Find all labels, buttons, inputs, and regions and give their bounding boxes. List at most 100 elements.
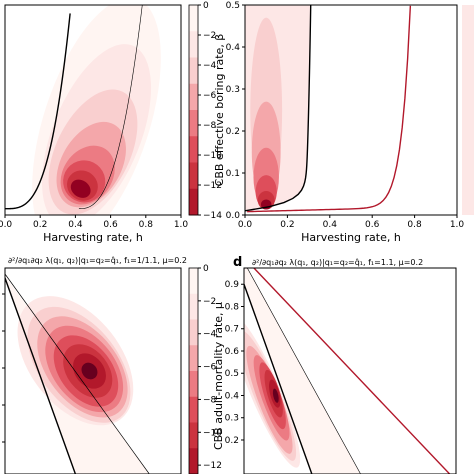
panel-c-colorbar-band xyxy=(189,345,198,372)
panel-d-y-tick-label: 0.3 xyxy=(225,414,239,424)
panel-a-colorbar: 0 −2 −4 −6 −8 −10 −12 −14 xyxy=(188,1,222,221)
panel-a-x-tick-label: 0.6 xyxy=(103,220,118,230)
panel-b-y-tick-label: 0.4 xyxy=(226,43,241,53)
panel-c: ∂²/∂q₁∂q₂ λ(q₁, q₂)|q₁=q₂=q̂₁, f₁=1/1.1,… xyxy=(2,255,222,474)
panel-d-letter: d xyxy=(233,255,242,270)
panel-a-frame xyxy=(4,4,182,216)
panel-b-boundary-black xyxy=(245,5,312,212)
panel-a-contours xyxy=(32,5,161,215)
panel-c-y-ticks xyxy=(2,293,5,443)
panel-c-contour-level-7 xyxy=(81,362,98,380)
panel-c-frame xyxy=(4,267,182,474)
panel-c-contours xyxy=(5,273,150,474)
panel-a-x-tick-label: 0.4 xyxy=(68,220,83,230)
panel-b-plot xyxy=(245,5,457,215)
panel-a-x-tick-label: 1.0 xyxy=(174,220,189,230)
panel-a-outer-edge xyxy=(78,5,143,209)
panel-a-contour-level-7 xyxy=(70,179,91,198)
panel-d-y-tick-label: 0.6 xyxy=(225,347,240,357)
panel-d-y-tick-label: 0.4 xyxy=(225,391,240,401)
panel-d-y-ticks: 0.9 0.8 0.7 0.6 0.5 0.4 0.3 0.2 xyxy=(225,280,244,446)
panel-c-colorbar-band xyxy=(189,396,198,423)
panel-b-x-tick-label: 0.0 xyxy=(238,220,253,230)
panel-b-y-tick-label: 0.5 xyxy=(226,1,240,11)
panel-a-colorbar-tick-label: −10 xyxy=(203,151,222,161)
panel-a-colorbar-band xyxy=(189,136,198,163)
panel-d-boundary-red xyxy=(252,268,451,474)
panel-d-y-tick-label: 0.8 xyxy=(225,302,240,312)
panel-a-colorbar-band xyxy=(189,188,198,216)
panel-a-colorbar-tick-label: −6 xyxy=(203,91,217,101)
panel-b-y-tick-label: 0.0 xyxy=(226,211,241,221)
panel-c-colorbar-band xyxy=(189,293,198,320)
panel-c-colorbar-band xyxy=(189,448,198,474)
panel-d-y-tick-label: 0.5 xyxy=(225,369,239,379)
panel-a-colorbar-band xyxy=(189,110,198,137)
panel-c-colorbar-tick-label: −4 xyxy=(203,330,217,340)
panel-a-colorbar-tick-label: −8 xyxy=(203,121,217,131)
panel-a-boundary-curve xyxy=(5,13,71,210)
panel-d-wedge xyxy=(244,268,361,474)
panel-d-y-tick-label: 0.9 xyxy=(225,280,240,290)
panel-d-contour-level-7 xyxy=(272,388,279,403)
panel-a-colorbar-band xyxy=(189,162,198,190)
panel-b-x-tick-label: 0.4 xyxy=(323,220,338,230)
panel-b-boundary-red xyxy=(247,5,412,213)
panel-b-x-tick-label: 0.2 xyxy=(280,220,294,230)
panel-b-y-ticks: 0.0 0.1 0.2 0.3 0.4 0.5 xyxy=(226,1,245,221)
panel-b-frame xyxy=(244,4,458,216)
panel-c-colorbar-tick-label: −6 xyxy=(203,363,217,373)
panel-c-colorbar-band xyxy=(189,371,198,398)
panel-c-colorbar-tick-label: −10 xyxy=(203,428,222,438)
panel-b-x-tick-label: 0.8 xyxy=(407,220,422,230)
panel-b: 0.0 0.2 0.4 0.6 0.8 1.0 0.0 0.1 0.2 0.3 0.4 0.5 Ha… xyxy=(213,1,474,244)
panel-a-colorbar-band xyxy=(189,57,198,85)
panel-d-boundary-black xyxy=(244,284,313,474)
panel-c-colorbar-tick-label: −2 xyxy=(203,297,216,307)
panel-d-outer-edge xyxy=(246,268,361,474)
panel-a-x-tick-label: 0.0 xyxy=(0,220,12,230)
panel-d-title: ∂²/∂q₁∂q₂ λ(q₁, q₂)|q₁=q₂=q̂₁, f₁=1.1, μ… xyxy=(252,257,423,267)
panel-c-colorbar-band xyxy=(189,422,198,449)
panel-a-colorbar-tick-label: −14 xyxy=(203,211,222,221)
panel-c-colorbar-band xyxy=(189,268,198,295)
panel-a-colorbar-band xyxy=(189,31,198,58)
panel-c-plot xyxy=(5,268,181,474)
panel-d-ylabel: CBB adult-mortality rate, μ xyxy=(212,302,225,450)
panel-b-x-ticks: 0.0 0.2 0.4 0.6 0.8 1.0 xyxy=(238,215,464,230)
panel-d-y-tick-label: 0.2 xyxy=(225,436,239,446)
panel-d-frame xyxy=(243,267,457,474)
panel-a-x-ticks: 0.0 0.2 0.4 0.6 0.8 1.0 xyxy=(0,215,188,230)
panel-a-colorbar-tick-label: 0 xyxy=(203,1,209,11)
panel-a-colorbar-tick-label: −2 xyxy=(203,31,216,41)
panel-a-colorbar-band xyxy=(189,83,198,111)
panel-a-colorbar-tick-label: −12 xyxy=(203,181,222,191)
panel-c-title: ∂²/∂q₁∂q₂ λ(q₁, q₂)|q₁=q₂=q̂₁, f₁=1/1.1,… xyxy=(8,255,187,265)
panel-d-y-tick-label: 0.7 xyxy=(225,325,239,335)
panel-c-colorbar-band xyxy=(189,319,198,346)
panel-c-colorbar-tick-label: −8 xyxy=(203,395,217,405)
panel-a-plot xyxy=(5,5,181,215)
panel-c-outer-edge xyxy=(5,273,150,474)
panel-b-y-tick-label: 0.1 xyxy=(226,169,240,179)
panel-c-boundary-line xyxy=(5,277,77,474)
panel-b-contours xyxy=(245,5,311,215)
panel-d-plot xyxy=(244,268,456,474)
panel-a-colorbar-band xyxy=(189,5,198,32)
panel-b-ylabel: CBB effective boring rate, β xyxy=(213,34,226,187)
panel-b-x-tick-label: 0.6 xyxy=(365,220,380,230)
panel-b-colorbar xyxy=(462,5,474,215)
panel-b-y-tick-label: 0.3 xyxy=(226,85,240,95)
panel-c-colorbar: 0 −2 −4 −6 −8 −10 −12 xyxy=(188,264,222,474)
panel-a-colorbar-tick-label: −4 xyxy=(203,61,217,71)
panel-d-contours xyxy=(244,268,361,474)
panel-a-x-tick-label: 0.8 xyxy=(139,220,154,230)
panel-a: 0.0 0.2 0.4 0.6 0.8 1.0 Harvesting rate, h 0 −… xyxy=(0,1,222,244)
panel-c-colorbar-tick-label: 0 xyxy=(203,264,209,274)
panel-c-colorbar-tick-label: −12 xyxy=(203,461,222,471)
panel-a-x-tick-label: 0.2 xyxy=(33,220,47,230)
panel-a-xlabel: Harvesting rate, h xyxy=(43,231,143,244)
panel-b-xlabel: Harvesting rate, h xyxy=(301,231,401,244)
panel-d: d ∂²/∂q₁∂q₂ λ(q₁, q₂)|q₁=q₂=q̂₁, f₁=1.1,… xyxy=(212,255,457,474)
